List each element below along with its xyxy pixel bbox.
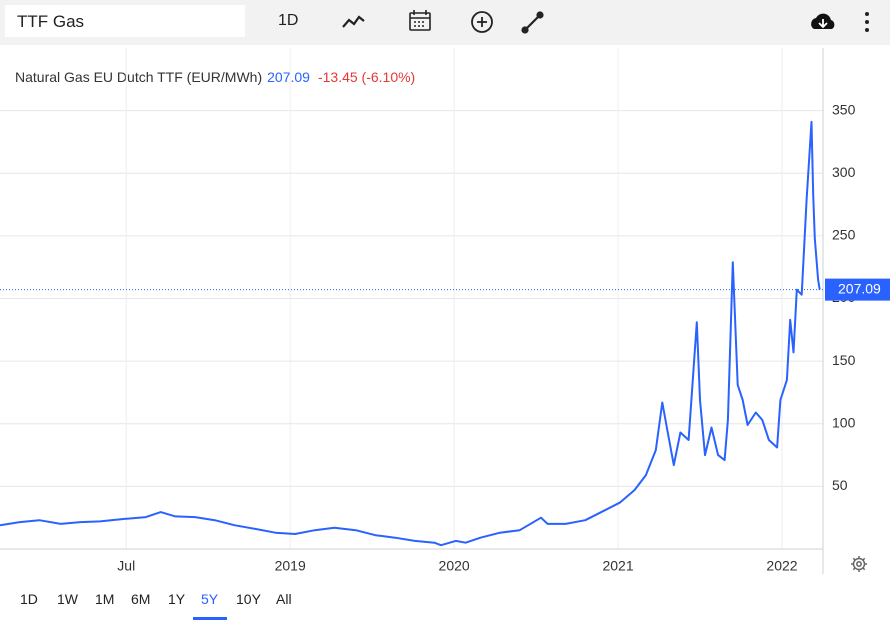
range-button[interactable]: 1M [95, 591, 115, 607]
add-indicator-icon[interactable] [471, 11, 493, 33]
range-button[interactable]: 1D [20, 591, 38, 607]
toolbar: TTF Gas 1D [0, 0, 890, 45]
price-line [0, 120, 821, 547]
x-tick-label: Jul [117, 558, 135, 574]
range-button[interactable]: All [276, 591, 292, 607]
range-button[interactable]: 1Y [168, 591, 186, 607]
selected-underline [193, 617, 227, 620]
range-button[interactable]: 5Y [201, 591, 219, 607]
download-icon[interactable] [811, 13, 835, 29]
calendar-icon[interactable] [409, 10, 431, 31]
chart: Natural Gas EU Dutch TTF (EUR/MWh) 207.09… [0, 48, 890, 574]
draw-icon[interactable] [521, 11, 544, 34]
chart-type-icon[interactable] [342, 15, 365, 28]
settings-icon[interactable] [851, 556, 867, 572]
interval-button[interactable]: 1D [278, 12, 299, 29]
change: -13.45 (-6.10%) [318, 69, 415, 85]
range-button[interactable]: 10Y [236, 591, 261, 607]
x-tick-label: 2020 [439, 558, 470, 574]
x-tick-label: 2021 [602, 558, 633, 574]
y-tick-label: 100 [832, 414, 856, 430]
x-tick-label: 2022 [766, 558, 797, 574]
range-bar: 1D 1W 1M 6M 1Y 5Y 10Y All [0, 580, 890, 622]
chart-header: Natural Gas EU Dutch TTF (EUR/MWh) 207.09… [15, 69, 415, 85]
last-value: 207.09 [267, 69, 310, 85]
x-tick-label: 2019 [275, 558, 306, 574]
last-value-label: 207.09 [838, 280, 881, 296]
menu-icon[interactable] [865, 12, 869, 32]
y-tick-label: 50 [832, 477, 848, 493]
chart-title: Natural Gas EU Dutch TTF (EUR/MWh) [15, 69, 262, 85]
y-tick-label: 250 [832, 227, 856, 243]
y-tick-label: 350 [832, 101, 856, 117]
range-button[interactable]: 6M [131, 591, 151, 607]
y-tick-label: 150 [832, 352, 856, 368]
search-box[interactable]: TTF Gas [5, 5, 245, 37]
range-button[interactable]: 1W [57, 591, 78, 607]
last-value-badge [825, 278, 890, 301]
y-tick-label: 300 [832, 164, 856, 180]
